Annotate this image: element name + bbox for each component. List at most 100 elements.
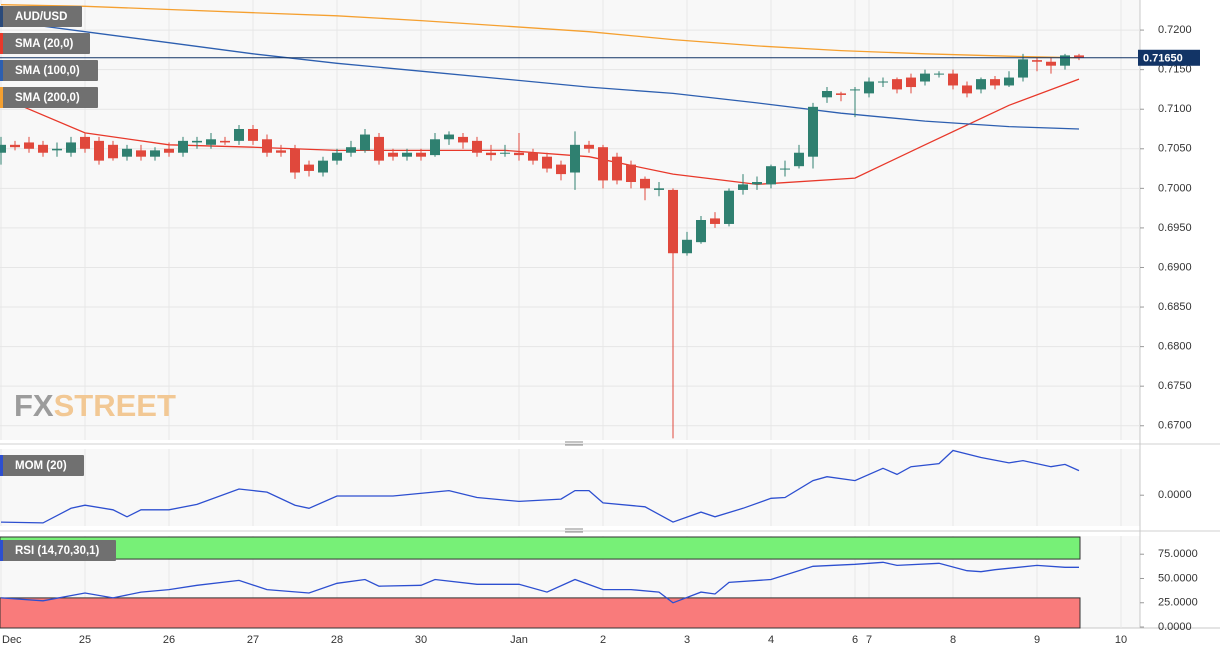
series-line bbox=[0, 449, 1080, 524]
candle-body bbox=[668, 189, 678, 254]
y-tick-label: 0.6850 bbox=[1158, 301, 1192, 313]
candle-body bbox=[542, 156, 552, 169]
series-line bbox=[0, 561, 1079, 604]
legend-box bbox=[0, 33, 90, 54]
series-line bbox=[0, 4, 1080, 59]
candle-body bbox=[234, 128, 244, 141]
legend-label: SMA (200,0) bbox=[15, 92, 80, 104]
y-tick-label: 0.7100 bbox=[1158, 103, 1192, 115]
overbought-band bbox=[0, 536, 1081, 560]
candle-body bbox=[878, 81, 888, 83]
x-tick-label: 28 bbox=[331, 634, 343, 646]
candle-body bbox=[122, 148, 132, 157]
watermark: FX bbox=[14, 388, 54, 423]
y-tick-label: 0.7200 bbox=[1158, 24, 1192, 36]
x-tick-label: 25 bbox=[79, 634, 91, 646]
candle-body bbox=[402, 152, 412, 157]
legend-label: MOM (20) bbox=[15, 460, 67, 472]
candle-body bbox=[416, 152, 426, 157]
legend-box bbox=[0, 87, 98, 108]
candle-body bbox=[710, 218, 720, 224]
x-tick-label: 3 bbox=[684, 634, 690, 646]
resize-handle[interactable] bbox=[565, 441, 583, 533]
x-tick-label: 27 bbox=[247, 634, 259, 646]
candle-body bbox=[374, 136, 384, 161]
legend-label: SMA (100,0) bbox=[15, 65, 80, 77]
candle-body bbox=[458, 136, 468, 143]
price-label: 0.71650 bbox=[1143, 53, 1183, 65]
y-tick-label: 25.0000 bbox=[1158, 597, 1198, 609]
candle-body bbox=[752, 182, 762, 185]
candle-body bbox=[262, 139, 272, 153]
legend-box bbox=[0, 455, 84, 476]
candle-body bbox=[360, 134, 370, 151]
x-tick-label: Dec bbox=[2, 634, 22, 646]
candle-body bbox=[430, 139, 440, 156]
candle-body bbox=[1032, 60, 1042, 62]
x-tick-label: 6 bbox=[852, 634, 858, 646]
candle-body bbox=[94, 140, 104, 161]
y-tick-label: 0.0000 bbox=[1158, 621, 1192, 633]
legend-stripe bbox=[0, 6, 3, 27]
y-tick-label: 75.0000 bbox=[1158, 548, 1198, 560]
series-line bbox=[0, 19, 1080, 130]
x-tick-label: 4 bbox=[768, 634, 774, 646]
candle-body bbox=[220, 140, 230, 143]
legend-label: SMA (20,0) bbox=[15, 38, 74, 50]
candle-body bbox=[0, 144, 6, 153]
candle-body bbox=[248, 128, 258, 141]
candle-body bbox=[486, 152, 496, 156]
x-tick-label: 10 bbox=[1115, 634, 1127, 646]
legend-box bbox=[0, 60, 98, 81]
candle-body bbox=[990, 79, 1000, 86]
candle-body bbox=[892, 79, 902, 90]
candle-body bbox=[864, 81, 874, 94]
candle-body bbox=[696, 220, 706, 243]
watermark: STREET bbox=[54, 388, 176, 423]
candle-body bbox=[976, 79, 986, 90]
candle-body bbox=[682, 239, 692, 254]
candle-body bbox=[556, 164, 566, 175]
mom-panel bbox=[0, 449, 1140, 526]
candle-body bbox=[38, 144, 48, 153]
candle-body bbox=[612, 156, 622, 181]
candle-body bbox=[794, 152, 804, 167]
candle-body bbox=[304, 164, 314, 171]
oversold-band bbox=[0, 597, 1081, 629]
candle-body bbox=[178, 140, 188, 153]
candle-body bbox=[766, 166, 776, 185]
price-badge bbox=[1138, 49, 1200, 66]
candle-body bbox=[10, 144, 20, 148]
x-tick-label: 7 bbox=[866, 634, 872, 646]
candle-body bbox=[164, 148, 174, 153]
candle-body bbox=[822, 91, 832, 98]
candle-body bbox=[290, 148, 300, 173]
candle-body bbox=[332, 152, 342, 161]
candle-body bbox=[500, 152, 510, 154]
x-tick-label: 26 bbox=[163, 634, 175, 646]
candle-body bbox=[598, 147, 608, 181]
legend-stripe bbox=[0, 33, 3, 54]
x-tick-label: 9 bbox=[1034, 634, 1040, 646]
candle-body bbox=[850, 89, 860, 91]
candle-body bbox=[444, 134, 454, 140]
y-tick-label: 0.0000 bbox=[1158, 489, 1192, 501]
candle-body bbox=[640, 178, 650, 189]
candle-body bbox=[1046, 61, 1056, 66]
candle-body bbox=[724, 190, 734, 224]
y-tick-label: 0.7050 bbox=[1158, 143, 1192, 155]
y-tick-label: 0.7000 bbox=[1158, 182, 1192, 194]
legend-stripe bbox=[0, 540, 3, 561]
legend-label: AUD/USD bbox=[15, 11, 67, 23]
candle-body bbox=[108, 144, 118, 159]
y-tick-label: 0.6750 bbox=[1158, 380, 1192, 392]
candle-body bbox=[346, 147, 356, 153]
candle-body bbox=[24, 142, 34, 149]
candle-body bbox=[584, 144, 594, 149]
legend-box bbox=[0, 6, 82, 27]
candle-body bbox=[1004, 77, 1014, 86]
candle-body bbox=[1018, 59, 1028, 78]
y-tick-label: 0.6950 bbox=[1158, 222, 1192, 234]
candle-body bbox=[1074, 55, 1084, 58]
